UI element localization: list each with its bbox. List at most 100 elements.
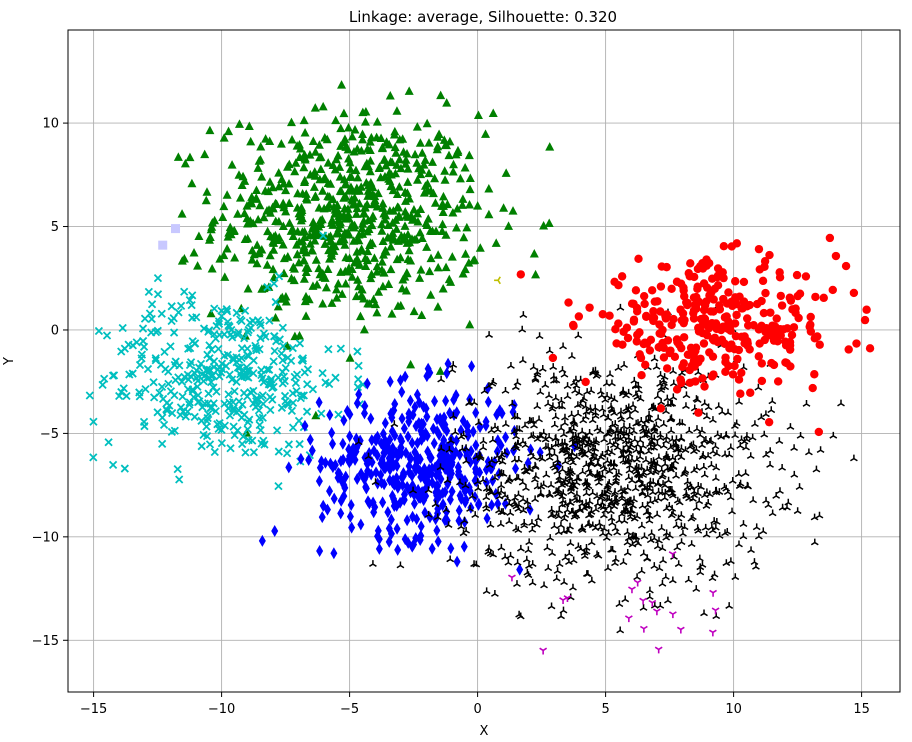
data-point [467, 501, 475, 514]
data-point [415, 227, 425, 237]
data-point [639, 603, 648, 611]
data-point [784, 498, 793, 506]
x-tick-label: 5 [601, 702, 609, 717]
data-point [268, 202, 278, 212]
data-point [364, 452, 373, 460]
data-point [420, 181, 430, 190]
data-point [455, 173, 465, 183]
data-point [219, 250, 229, 260]
data-point [396, 300, 406, 310]
data-point [243, 284, 253, 293]
data-point [237, 439, 247, 449]
data-point [752, 562, 760, 570]
data-point [569, 583, 577, 591]
data-point [268, 395, 277, 404]
data-point [436, 90, 446, 100]
data-point [675, 418, 684, 426]
data-point [278, 379, 287, 388]
data-point [640, 532, 649, 540]
data-point [767, 358, 776, 368]
data-point [470, 398, 479, 406]
data-point [219, 201, 229, 211]
data-point [598, 489, 607, 497]
data-point [642, 456, 650, 464]
data-point [513, 580, 521, 588]
data-point [649, 313, 659, 322]
data-point [557, 521, 565, 529]
x-tick-label: 15 [853, 702, 870, 717]
data-point [459, 529, 468, 537]
data-point [624, 615, 633, 623]
data-point [702, 530, 711, 538]
data-point [539, 428, 548, 436]
data-point [396, 561, 405, 569]
data-point [442, 140, 452, 150]
data-point [448, 366, 457, 373]
data-point [207, 345, 216, 354]
data-point [712, 463, 721, 471]
data-point [719, 241, 729, 251]
data-point [553, 456, 562, 464]
data-point [692, 585, 701, 592]
data-point [552, 574, 561, 582]
data-point [760, 430, 769, 438]
data-point [367, 269, 377, 279]
data-point [626, 461, 634, 469]
data-point [184, 344, 193, 353]
data-point [598, 405, 607, 412]
data-point [371, 299, 381, 309]
data-point [438, 199, 448, 208]
data-point [700, 382, 709, 391]
data-point [159, 420, 169, 429]
data-point [565, 498, 574, 506]
data-point [674, 450, 683, 458]
data-point [704, 403, 713, 411]
data-point [269, 357, 278, 366]
data-point [610, 277, 619, 287]
data-point [244, 436, 253, 445]
data-point [445, 445, 454, 453]
data-point [413, 175, 423, 184]
data-point [653, 510, 662, 518]
data-point [321, 282, 331, 292]
data-point [479, 476, 487, 483]
data-point [659, 353, 669, 362]
data-point [308, 444, 316, 457]
data-point [600, 524, 609, 532]
data-point [722, 431, 731, 438]
data-point [679, 318, 688, 328]
data-point [438, 219, 448, 229]
data-point [446, 406, 454, 419]
data-point [728, 370, 738, 379]
data-point [351, 165, 361, 175]
data-point [340, 228, 350, 237]
data-point [458, 268, 468, 278]
data-point [712, 324, 721, 334]
data-point [135, 392, 144, 401]
data-point [466, 505, 474, 512]
data-point [331, 373, 340, 382]
data-point [624, 473, 633, 481]
data-point [646, 536, 655, 544]
data-point [292, 370, 302, 379]
data-point [378, 198, 388, 208]
data-point [734, 345, 744, 355]
data-point [494, 497, 502, 510]
data-point [552, 487, 561, 495]
data-point [295, 152, 305, 162]
data-point [386, 241, 396, 251]
data-point [529, 249, 539, 258]
data-point [801, 272, 811, 281]
data-point [281, 292, 291, 301]
data-point [217, 311, 226, 321]
data-point [158, 439, 167, 449]
data-point [561, 511, 570, 518]
data-point [436, 413, 444, 426]
data-point [377, 468, 385, 481]
data-point [413, 208, 423, 218]
data-point [187, 301, 196, 310]
data-point [281, 296, 291, 306]
data-point [718, 322, 728, 331]
data-point [314, 140, 324, 149]
